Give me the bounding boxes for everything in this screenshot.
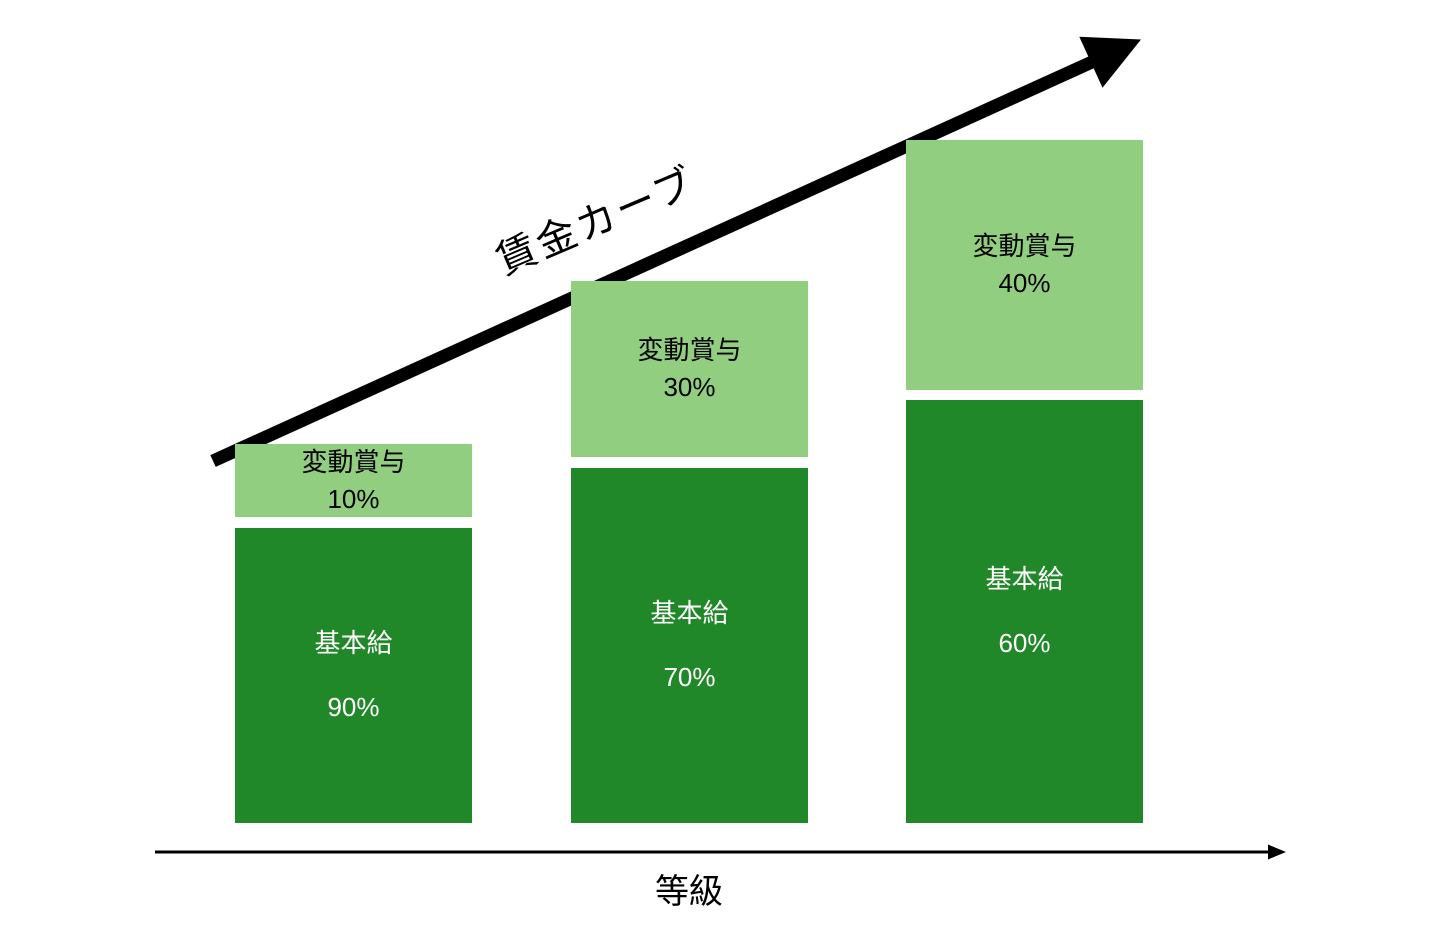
segment-value: 40% — [998, 268, 1051, 298]
segment-label: 基本給 — [985, 564, 1064, 594]
trend-arrow-label: 賃金カーブ — [490, 159, 704, 284]
segment-label: 基本給 — [314, 628, 393, 658]
segment-label: 変動賞与 — [637, 335, 742, 365]
bar1-segment-bonus: 変動賞与 10% — [235, 444, 472, 517]
segment-label: 基本給 — [650, 598, 729, 628]
segment-value: 10% — [327, 483, 380, 514]
x-axis-arrow-head — [1268, 844, 1286, 860]
bar3-segment-base: 基本給 60% — [906, 400, 1143, 823]
bar2-segment-bonus: 変動賞与 30% — [571, 281, 808, 457]
segment-label: 変動賞与 — [972, 231, 1077, 261]
segment-value: 90% — [327, 692, 380, 722]
segment-value: 70% — [663, 662, 716, 692]
bar2-segment-base: 基本給 70% — [571, 468, 808, 823]
trend-arrow-head — [1079, 36, 1141, 88]
x-axis-label: 等級 — [655, 873, 723, 911]
bar3-segment-bonus: 変動賞与 40% — [906, 140, 1143, 390]
segment-label: 変動賞与 — [301, 446, 406, 477]
segment-value: 30% — [663, 372, 716, 402]
segment-value: 60% — [998, 628, 1051, 658]
bar1-segment-base: 基本給 90% — [235, 528, 472, 823]
